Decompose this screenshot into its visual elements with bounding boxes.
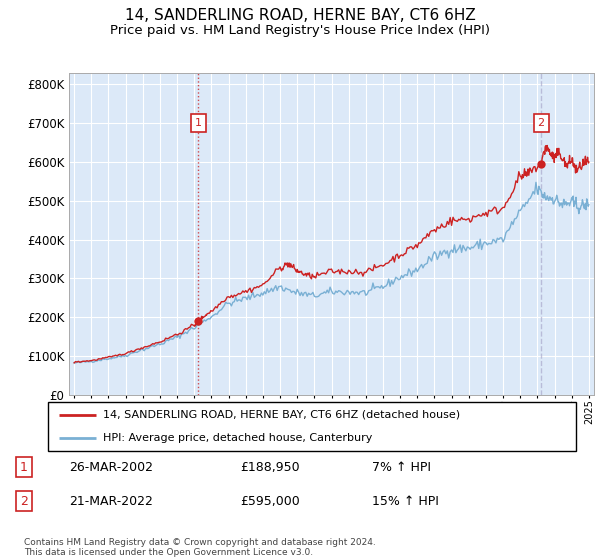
Text: 14, SANDERLING ROAD, HERNE BAY, CT6 6HZ (detached house): 14, SANDERLING ROAD, HERNE BAY, CT6 6HZ … [103,410,461,420]
Text: 14, SANDERLING ROAD, HERNE BAY, CT6 6HZ: 14, SANDERLING ROAD, HERNE BAY, CT6 6HZ [125,8,475,24]
Text: £188,950: £188,950 [240,460,299,474]
Text: Price paid vs. HM Land Registry's House Price Index (HPI): Price paid vs. HM Land Registry's House … [110,24,490,36]
Text: 15% ↑ HPI: 15% ↑ HPI [372,494,439,508]
Text: 2: 2 [538,118,545,128]
Text: 2: 2 [20,494,28,508]
Text: Contains HM Land Registry data © Crown copyright and database right 2024.
This d: Contains HM Land Registry data © Crown c… [24,538,376,557]
Text: HPI: Average price, detached house, Canterbury: HPI: Average price, detached house, Cant… [103,433,373,444]
Text: 7% ↑ HPI: 7% ↑ HPI [372,460,431,474]
Text: 26-MAR-2002: 26-MAR-2002 [69,460,153,474]
Text: 1: 1 [194,118,202,128]
Text: 21-MAR-2022: 21-MAR-2022 [69,494,153,508]
Text: £595,000: £595,000 [240,494,300,508]
Text: 1: 1 [20,460,28,474]
FancyBboxPatch shape [48,402,576,451]
